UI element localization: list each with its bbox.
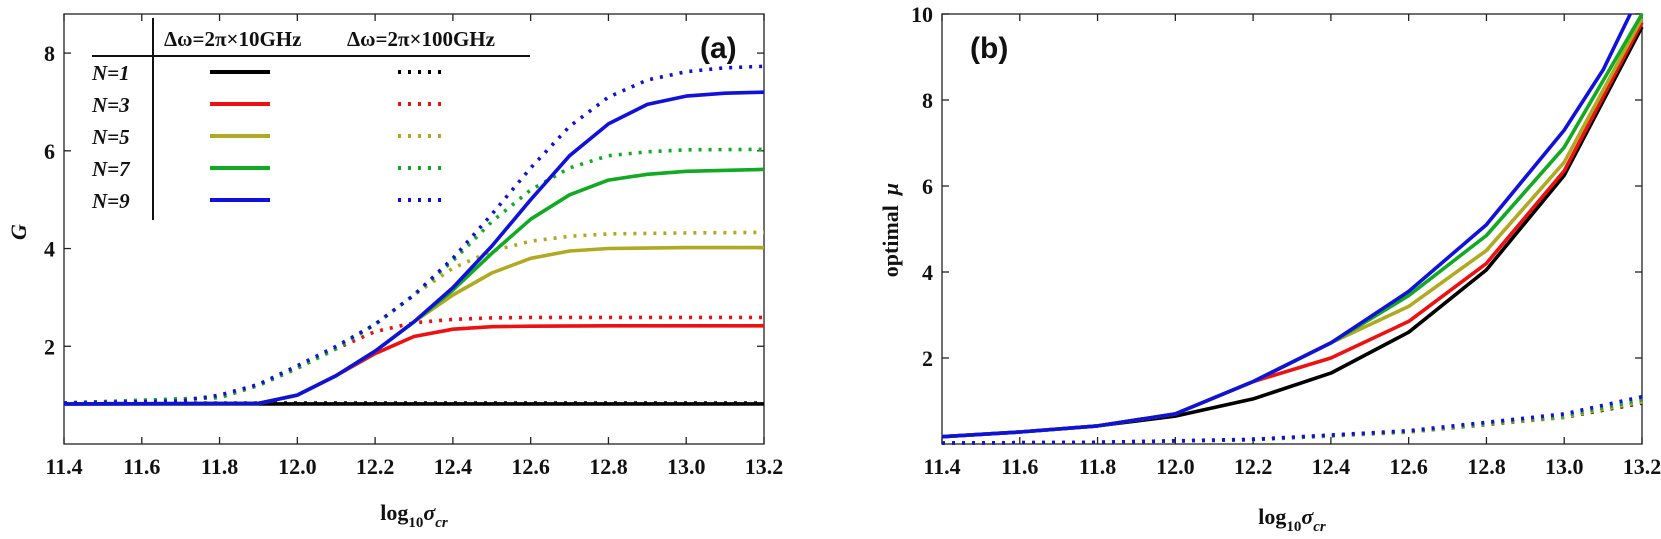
x-tick-label: 12.4: [1312, 454, 1351, 479]
x-label-sigma-sub: cr: [435, 515, 448, 531]
legend-row-label: N=7: [91, 157, 131, 181]
legend-row-label: N=5: [91, 125, 130, 149]
x-tick-label: 12.4: [434, 454, 473, 479]
series-line: [941, 26, 1644, 439]
series-line: [63, 147, 765, 405]
panel-a: 11.4 11.6 11.8 12.0 12.2 12.4 12.6 12.8 13.0 13.2…: [6, 13, 783, 531]
x-tick-label: 13.2: [745, 454, 784, 479]
panel-b-x-ticks: 11.4 11.6 11.8 12.0 12.2 12.4 12.6 12.8 13.0 13.2: [923, 14, 1661, 479]
x-tick-label: 12.2: [356, 454, 395, 479]
panel-a-label: (a): [700, 32, 737, 65]
x-tick-label: 12.8: [1467, 454, 1506, 479]
series-line: [941, 394, 1643, 445]
series-line: [63, 64, 765, 405]
panel-a-frame: [63, 13, 765, 445]
x-tick-label: 11.4: [923, 454, 960, 479]
panel-b-label: (b): [970, 32, 1008, 65]
y-tick-label: 6: [44, 139, 55, 164]
series-line: [63, 230, 765, 405]
y-tick-label: 2: [44, 334, 55, 359]
x-tick-label: 12.6: [511, 454, 550, 479]
series-line: [63, 90, 765, 406]
x-label-log: log: [1258, 504, 1286, 529]
series-line: [63, 167, 765, 406]
legend-rows: N=1 N=3 N=5 N=7 N=9: [91, 61, 448, 213]
x-tick-label: 12.0: [278, 454, 317, 479]
y-tick-label: 8: [922, 88, 933, 113]
x-tick-label: 12.8: [589, 454, 628, 479]
panel-a-x-axis-label: log10σcr: [380, 500, 448, 531]
x-tick-label: 13.0: [1545, 454, 1584, 479]
panel-b-frame: [941, 13, 1643, 445]
y-label-mu: μ: [878, 183, 903, 196]
y-tick-label: 4: [922, 260, 933, 285]
legend-col2-header: Δω=2π×100GHz: [347, 27, 495, 51]
series-line: [941, 13, 1632, 439]
y-tick-label: 10: [911, 2, 933, 27]
series-line: [941, 13, 1644, 439]
panel-b-y-axis-label: optimal μ: [878, 183, 903, 277]
x-tick-label: 11.6: [123, 454, 160, 479]
x-tick-label: 11.8: [1079, 454, 1116, 479]
x-tick-label: 13.0: [667, 454, 706, 479]
series-line: [63, 323, 764, 406]
y-tick-label: 4: [44, 237, 55, 262]
x-label-sigma: σ: [1301, 504, 1314, 529]
x-label-sub: 10: [408, 515, 423, 531]
x-label-sub: 10: [1286, 519, 1301, 535]
x-label-sigma-sub: cr: [1313, 519, 1326, 535]
series-line: [941, 17, 1644, 439]
y-tick-label: 8: [44, 41, 55, 66]
panel-b-series: [941, 13, 1644, 445]
x-label-sigma: σ: [423, 500, 436, 525]
x-label-log: log: [380, 500, 408, 525]
x-tick-label: 12.6: [1389, 454, 1428, 479]
x-tick-label: 12.2: [1234, 454, 1273, 479]
legend-row-label: N=1: [91, 61, 130, 85]
x-tick-label: 11.6: [1001, 454, 1038, 479]
legend-col1-header: Δω=2π×10GHz: [164, 27, 301, 51]
x-tick-label: 13.2: [1623, 454, 1661, 479]
x-tick-label: 11.4: [45, 454, 82, 479]
panel-b: 11.4 11.6 11.8 12.0 12.2 12.4 12.6 12.8 13.0 13.2…: [878, 2, 1661, 535]
y-label-optimal: optimal: [878, 205, 903, 277]
x-tick-label: 12.0: [1156, 454, 1195, 479]
panel-b-y-ticks: 2 4 6 8 10: [911, 2, 1642, 371]
panel-a-legend: Δω=2π×10GHz Δω=2π×100GHz N=1 N=3 N=5 N=7 N=9: [91, 18, 530, 220]
panel-a-x-ticks: 11.4 11.6 11.8 12.0 12.2 12.4 12.6 12.8 13.0 13.2: [45, 14, 783, 479]
panel-b-x-axis-label: log10σcr: [1258, 504, 1326, 535]
legend-row-label: N=3: [91, 93, 130, 117]
panel-a-series: [63, 64, 765, 406]
series-line: [63, 315, 764, 405]
legend-row-label: N=9: [91, 189, 130, 213]
y-tick-label: 2: [922, 346, 933, 371]
y-tick-label: 6: [922, 174, 933, 199]
x-tick-label: 11.8: [201, 454, 238, 479]
series-line: [941, 21, 1644, 439]
panel-a-y-axis-label: G: [6, 224, 31, 240]
